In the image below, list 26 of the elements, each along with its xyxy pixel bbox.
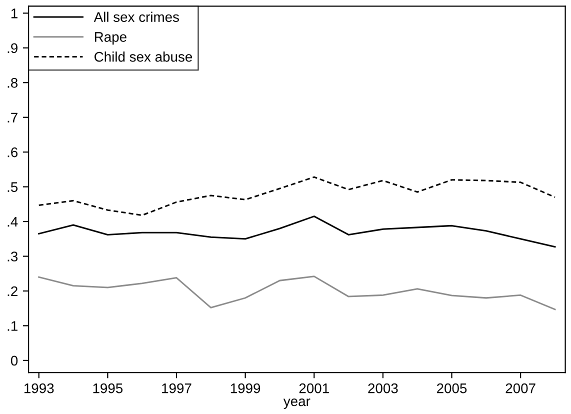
- y-tick-label: .6: [8, 147, 18, 158]
- x-tick-label: 2003: [368, 383, 398, 394]
- legend-label: Child sex abuse: [94, 52, 192, 62]
- legend-label: Rape: [94, 32, 126, 45]
- y-tick-label: 0: [10, 356, 18, 366]
- x-tick-label: 1999: [230, 383, 260, 394]
- x-tick-label: 2007: [506, 383, 536, 394]
- x-tick-label: 1997: [162, 383, 192, 394]
- x-tick-label: 1995: [93, 383, 123, 394]
- x-tick-label: 2001: [299, 383, 329, 394]
- y-tick-label: .1: [8, 321, 18, 331]
- legend-label: All sex crimes: [94, 12, 179, 22]
- line-series: [38, 216, 556, 248]
- y-tick-label: .8: [8, 78, 18, 88]
- y-tick-label: 1: [11, 8, 18, 18]
- line-series: [38, 176, 556, 216]
- y-tick-label: .7: [8, 112, 18, 122]
- x-tick-label: 2005: [437, 383, 467, 394]
- y-tick-label: .2: [8, 286, 18, 296]
- line-series: [38, 276, 556, 310]
- y-tick-label: .3: [8, 252, 18, 262]
- y-tick-label: .5: [8, 182, 18, 192]
- x-axis-title: year: [283, 398, 310, 409]
- x-tick-label: 1993: [24, 383, 54, 394]
- y-tick-label: .9: [8, 43, 18, 54]
- y-tick-label: .4: [8, 217, 18, 227]
